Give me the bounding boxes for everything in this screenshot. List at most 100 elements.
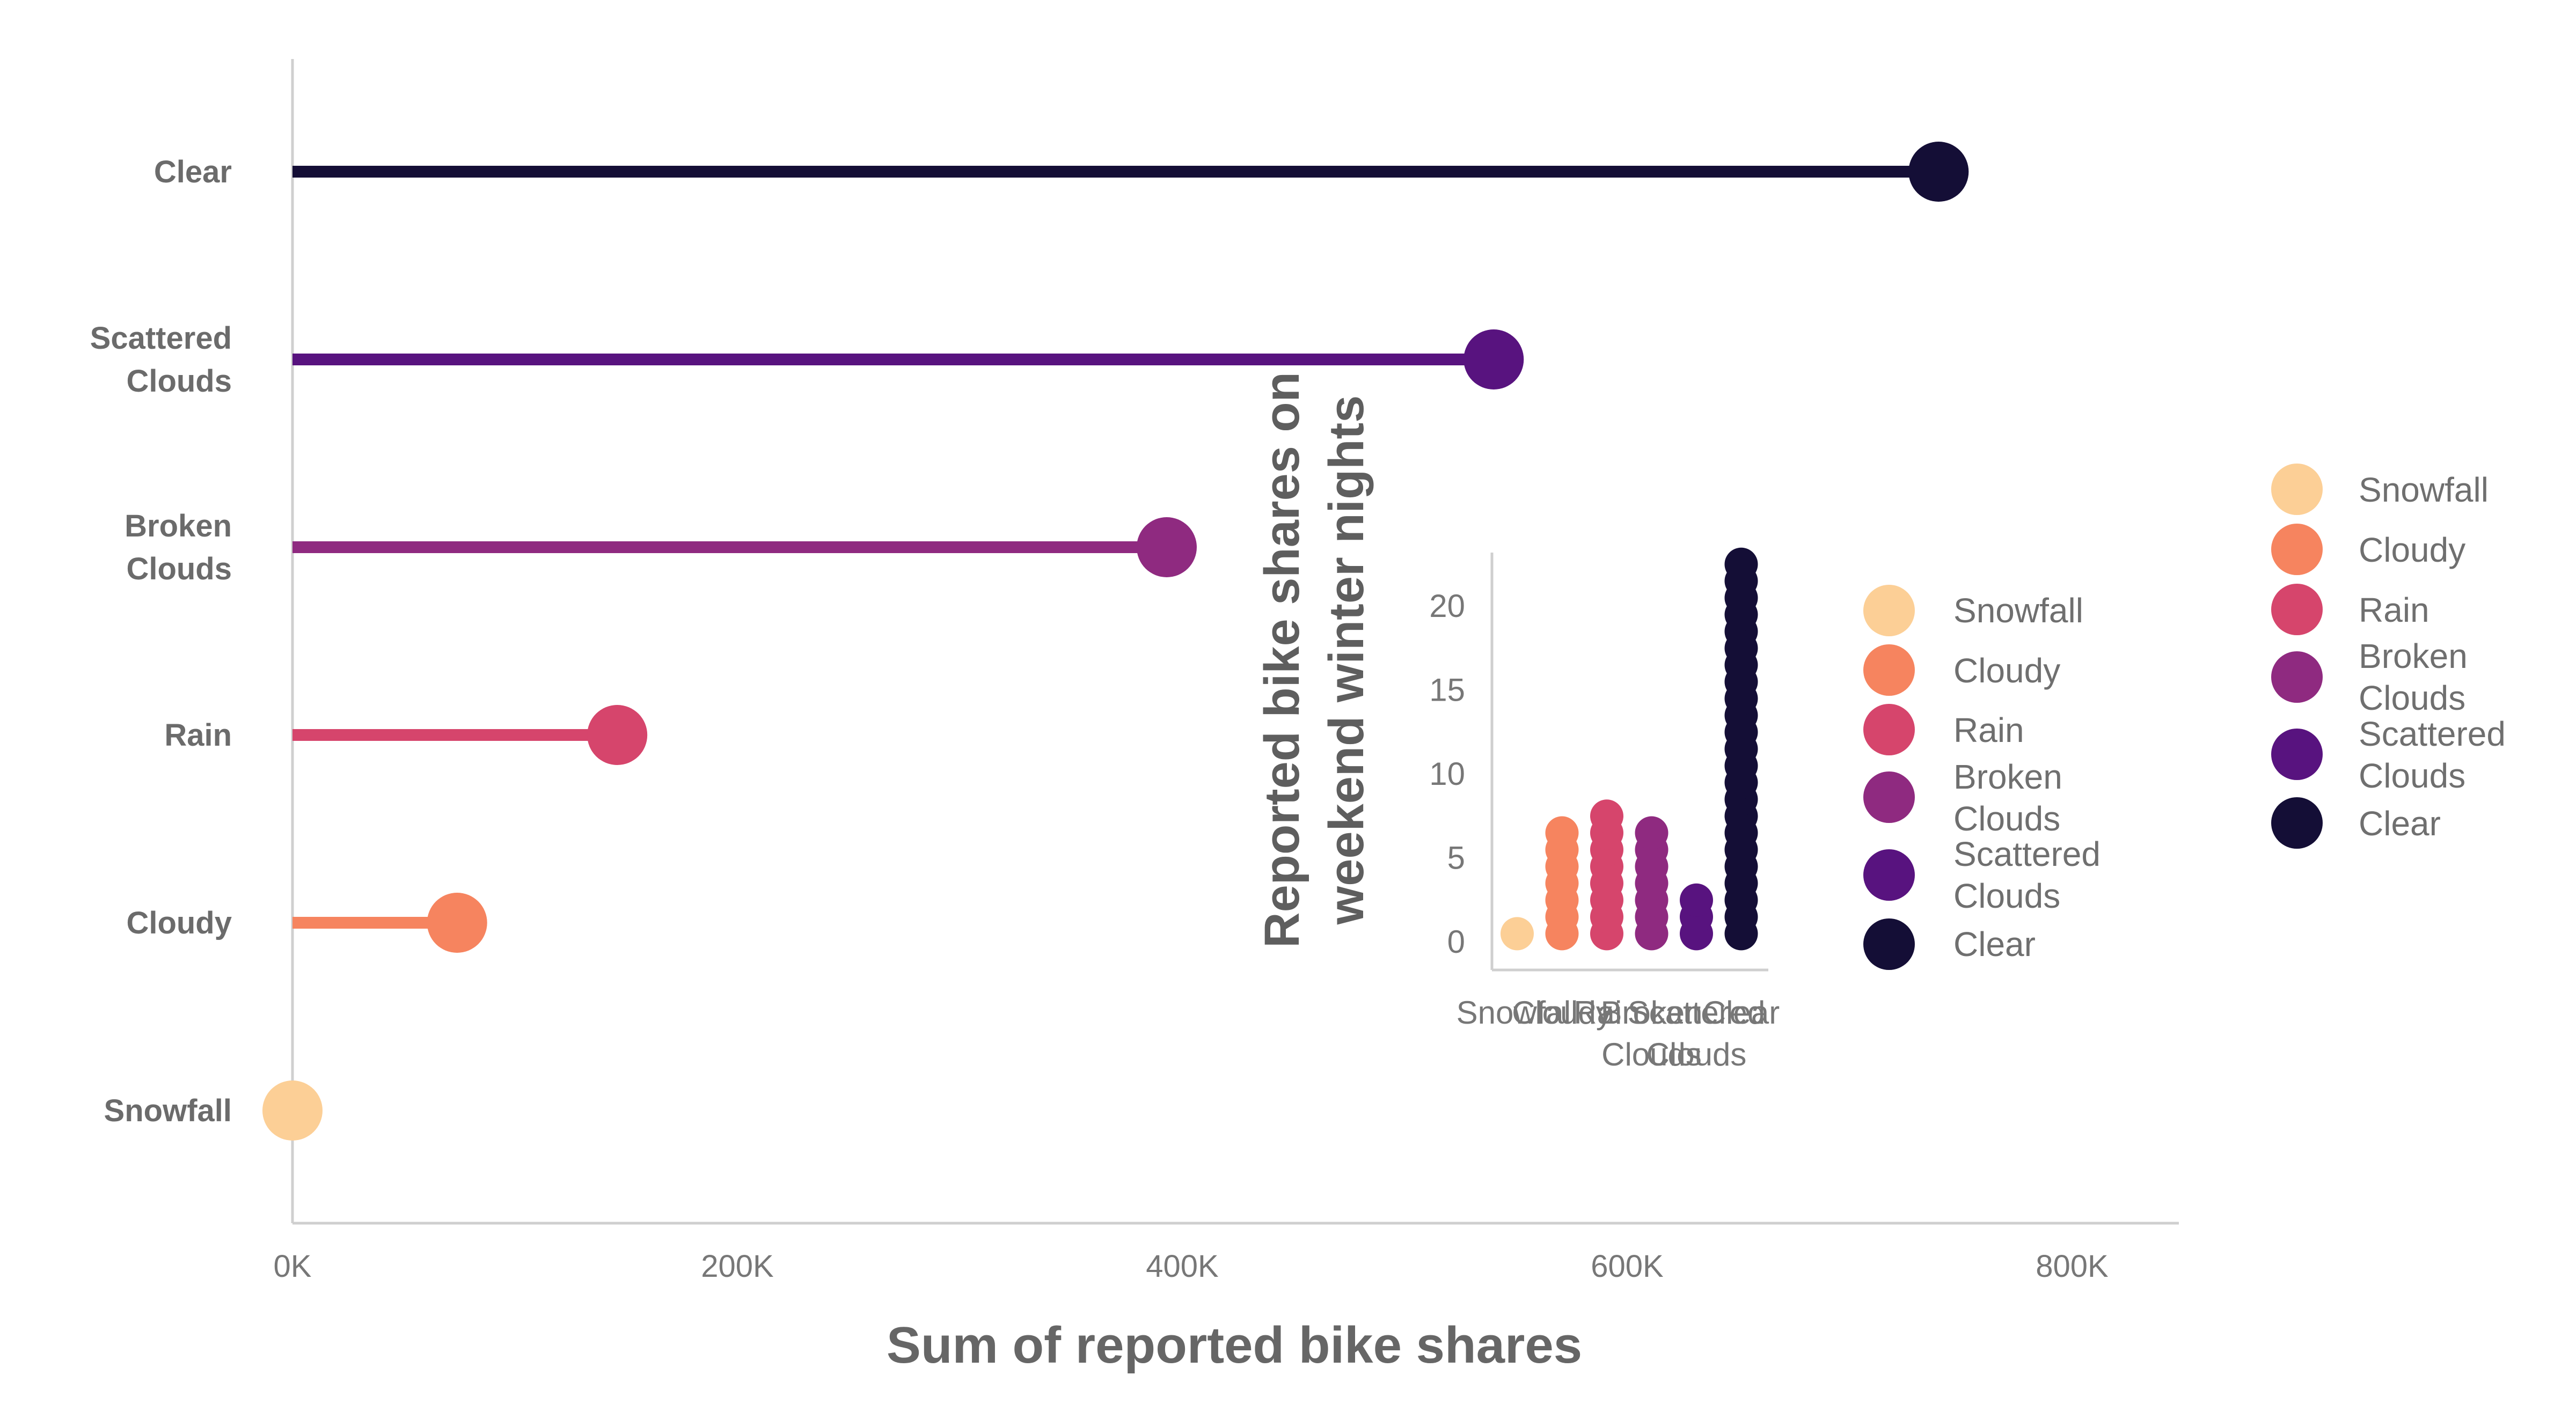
inset-x-tick-label-scattered-clouds-line: Clouds — [1646, 1036, 1747, 1072]
legend-swatch-clear — [2271, 797, 2323, 849]
y-tick-label-broken-clouds-line: Clouds — [126, 552, 232, 586]
inset-x-tick-label-cloudy: Cloudy — [1512, 995, 1612, 1031]
x-tick-label: 400K — [1146, 1249, 1219, 1284]
legend-label-scattered-clouds: Scattered Clouds — [1953, 835, 2101, 915]
y-tick-label-clear-line: Clear — [154, 155, 232, 189]
legend-swatch-clear — [1863, 918, 1915, 970]
y-tick-label-scattered-clouds-line: Clouds — [126, 364, 232, 399]
inset-x-tick-label-scattered-clouds: Scattered Clouds — [1628, 995, 1766, 1072]
y-tick-label-scattered-clouds: Scattered Clouds — [90, 321, 232, 399]
lollipop-dot-scattered-clouds — [1463, 329, 1524, 389]
legend-label-scattered-clouds-line: Clouds — [2359, 756, 2465, 795]
legend-label-broken-clouds-line: Broken — [1953, 758, 2062, 796]
inset-y-axis-title-line: Reported bike shares on — [1255, 372, 1309, 948]
legend-swatch-snowfall — [1863, 585, 1915, 636]
legend-label-scattered-clouds-line: Clouds — [1953, 877, 2060, 915]
lollipop-dot-clear — [1908, 142, 1969, 202]
inset-dot-snowfall — [1501, 917, 1534, 951]
legend-label-snowfall: Snowfall — [2359, 470, 2489, 509]
y-tick-label-clear: Clear — [154, 155, 232, 189]
legend-label-cloudy: Cloudy — [1953, 651, 2060, 690]
x-tick-label: 200K — [701, 1249, 774, 1284]
inset-y-tick-label: 20 — [1429, 588, 1465, 624]
y-tick-label-cloudy: Cloudy — [126, 906, 232, 940]
legend-swatch-snowfall — [2271, 464, 2323, 515]
y-tick-label-snowfall: Snowfall — [104, 1093, 232, 1128]
legend-label-scattered-clouds: Scattered Clouds — [2359, 715, 2506, 795]
legend-swatch-broken-clouds — [1863, 771, 1915, 823]
lollipop-dot-snowfall — [262, 1080, 323, 1141]
lollipop-dot-broken-clouds — [1136, 517, 1197, 577]
legend-label-clear-line: Clear — [1953, 925, 2036, 964]
y-tick-label-snowfall-line: Snowfall — [104, 1093, 232, 1128]
inset-x-tick-label-broken-clouds-line: Broken — [1600, 995, 1702, 1031]
legend-label-snowfall-line: Snowfall — [1953, 591, 2083, 630]
legend-label-cloudy: Cloudy — [2359, 531, 2465, 569]
x-tick-label: 600K — [1591, 1249, 1664, 1284]
legend-label-clear-line: Clear — [2359, 804, 2441, 843]
y-tick-label-rain-line: Rain — [164, 718, 232, 753]
lollipop-dot-rain — [587, 705, 648, 765]
legend-swatch-scattered-clouds — [2271, 729, 2323, 780]
legend-swatch-scattered-clouds — [1863, 849, 1915, 901]
inset-x-tick-label-clear-line: Clear — [1703, 995, 1780, 1031]
inset-y-tick-label: 15 — [1429, 672, 1465, 708]
inset-x-tick-label-broken-clouds: Broken Clouds — [1600, 995, 1702, 1072]
legend-label-snowfall: Snowfall — [1953, 591, 2083, 630]
inset-x-tick-label-snowfall-line: Snowfall — [1457, 995, 1578, 1031]
legend-label-broken-clouds-line: Clouds — [2359, 679, 2465, 717]
legend-label-broken-clouds-line: Broken — [2359, 637, 2468, 675]
inset-x-tick-label-rain-line: Rain — [1574, 995, 1640, 1031]
inset-dot-broken-clouds — [1635, 816, 1668, 850]
inset-dot-cloudy — [1545, 816, 1579, 850]
inset-y-tick-label: 5 — [1447, 840, 1465, 876]
legend-label-clear: Clear — [2359, 804, 2441, 843]
legend-swatch-cloudy — [1863, 644, 1915, 696]
legend-label-broken-clouds: Broken Clouds — [2359, 637, 2468, 717]
inset-y-tick-label: 10 — [1429, 756, 1465, 792]
y-tick-label-broken-clouds-line: Broken — [125, 509, 232, 543]
legend-label-rain: Rain — [1953, 711, 2024, 749]
legend-swatch-broken-clouds — [2271, 651, 2323, 703]
legend-label-cloudy-line: Cloudy — [1953, 651, 2060, 690]
inset-x-tick-label-cloudy-line: Cloudy — [1512, 995, 1612, 1031]
y-tick-label-broken-clouds: Broken Clouds — [125, 509, 232, 586]
legend-swatch-rain — [2271, 584, 2323, 635]
legend-label-broken-clouds-line: Clouds — [1953, 799, 2060, 838]
y-tick-label-rain: Rain — [164, 718, 232, 753]
inset-y-axis-title: Reported bike shares on weekend winter ni… — [1255, 372, 1374, 948]
x-tick-label: 0K — [274, 1249, 312, 1284]
inset-y-tick-label: 0 — [1447, 924, 1465, 960]
inset-dot-rain — [1590, 799, 1623, 833]
y-tick-label-scattered-clouds-line: Scattered — [90, 321, 232, 356]
legend-swatch-rain — [1863, 704, 1915, 755]
legend-swatch-cloudy — [2271, 524, 2323, 575]
legend-label-broken-clouds: Broken Clouds — [1953, 758, 2062, 838]
legend-label-scattered-clouds-line: Scattered — [1953, 835, 2101, 873]
legend-label-rain: Rain — [2359, 591, 2429, 629]
inset-x-tick-label-broken-clouds-line: Clouds — [1601, 1036, 1702, 1072]
legend-label-rain-line: Rain — [2359, 591, 2429, 629]
legend-label-snowfall-line: Snowfall — [2359, 470, 2489, 509]
lollipop-dot-cloudy — [427, 893, 487, 953]
inset-x-tick-label-rain: Rain — [1574, 995, 1640, 1031]
legend-label-cloudy-line: Cloudy — [2359, 531, 2465, 569]
x-axis-title: Sum of reported bike shares — [887, 1317, 1582, 1374]
legend-label-rain-line: Rain — [1953, 711, 2024, 749]
inset-dot-clear — [1724, 547, 1758, 581]
y-tick-label-cloudy-line: Cloudy — [126, 906, 232, 940]
legend-label-clear: Clear — [1953, 925, 2036, 964]
inset-x-tick-label-snowfall: Snowfall — [1457, 995, 1578, 1031]
inset-x-tick-label-clear: Clear — [1703, 995, 1780, 1031]
inset-y-axis-title-line: weekend winter nights — [1319, 395, 1374, 925]
legend-label-scattered-clouds-line: Scattered — [2359, 715, 2506, 753]
inset-x-tick-label-scattered-clouds-line: Scattered — [1628, 995, 1766, 1031]
inset-dot-scattered-clouds — [1680, 883, 1713, 917]
x-tick-label: 800K — [2036, 1249, 2109, 1284]
